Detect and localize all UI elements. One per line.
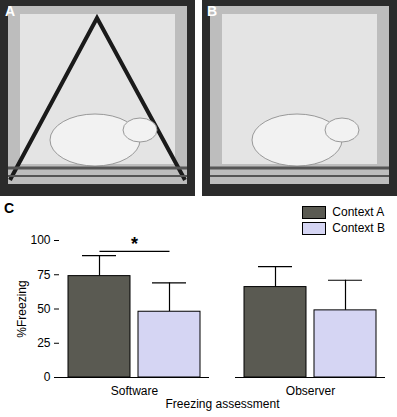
html-text:C: C [4, 200, 15, 216]
html-text:A: A [5, 3, 16, 19]
svg-text:25: 25 [37, 336, 51, 350]
svg-text:75: 75 [37, 268, 51, 282]
html-text:Context B: Context B [332, 221, 385, 235]
svg-text:*: * [131, 234, 138, 254]
svg-text:0: 0 [44, 370, 51, 384]
svg-text:Observer: Observer [286, 384, 335, 398]
svg-text:100: 100 [30, 233, 50, 247]
html-text:Context A: Context A [332, 205, 385, 219]
html-text:B: B [207, 3, 218, 19]
svg-text:Freezing assessment: Freezing assessment [165, 397, 280, 411]
svg-text:%Freezing: %Freezing [15, 280, 29, 337]
svg-text:50: 50 [37, 302, 51, 316]
svg-text:Software: Software [111, 384, 159, 398]
